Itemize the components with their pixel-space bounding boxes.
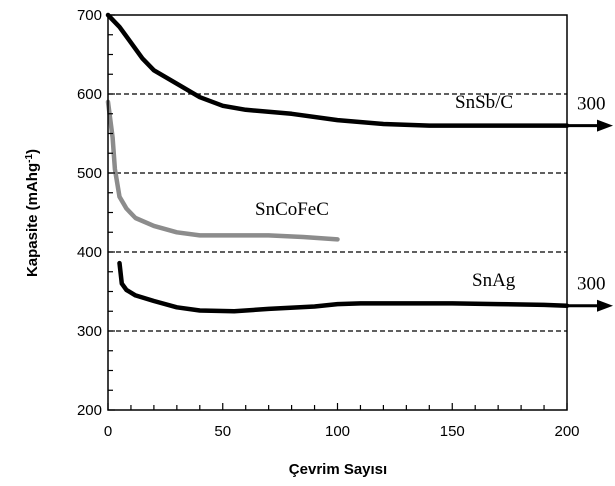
y-axis-title-close: ): [24, 149, 41, 154]
arrow-label-snsb-c: 300: [577, 94, 606, 115]
x-axis-title: Çevrim Sayısı: [289, 461, 387, 478]
y-tick-label-200: 200: [77, 402, 102, 419]
axis-ticks: 200 300 400 500 600 700 0 50 100 150 200: [77, 7, 580, 440]
continuation-arrows: 300 300: [567, 94, 613, 312]
y-tick-label-400: 400: [77, 244, 102, 261]
series-labels: SnSb/C SnCoFeC SnAg: [255, 92, 516, 291]
y-tick-label-300: 300: [77, 323, 102, 340]
series-label-snsb-c: SnSb/C: [455, 92, 513, 113]
series-line-sncofec: [105, 99, 340, 242]
x-tick-label-200: 200: [554, 423, 579, 440]
gridlines: [108, 93, 567, 332]
y-axis-title: Kapasite (mAhg-1): [24, 149, 42, 277]
series-label-snag: SnAg: [472, 270, 516, 291]
plot-frame: [107, 14, 568, 411]
arrow-head-snag: [597, 299, 613, 312]
y-tick-label-600: 600: [77, 86, 102, 103]
series-line-snag: [117, 260, 570, 314]
series-label-sncofec: SnCoFeC: [255, 199, 329, 220]
series-line-snsb-c: [105, 12, 570, 128]
y-tick-label-500: 500: [77, 165, 102, 182]
arrow-label-snag: 300: [577, 274, 606, 295]
x-tick-label-150: 150: [440, 423, 465, 440]
y-axis-title-main: Kapasite (mAhg: [24, 163, 41, 277]
y-tick-label-700: 700: [77, 7, 102, 24]
series-lines: [105, 12, 570, 314]
y-axis-title-superscript: -1: [24, 154, 35, 163]
x-tick-label-50: 50: [214, 423, 231, 440]
x-tick-label-0: 0: [104, 423, 112, 440]
arrow-head-snsb-c: [597, 119, 613, 132]
x-tick-label-100: 100: [325, 423, 350, 440]
